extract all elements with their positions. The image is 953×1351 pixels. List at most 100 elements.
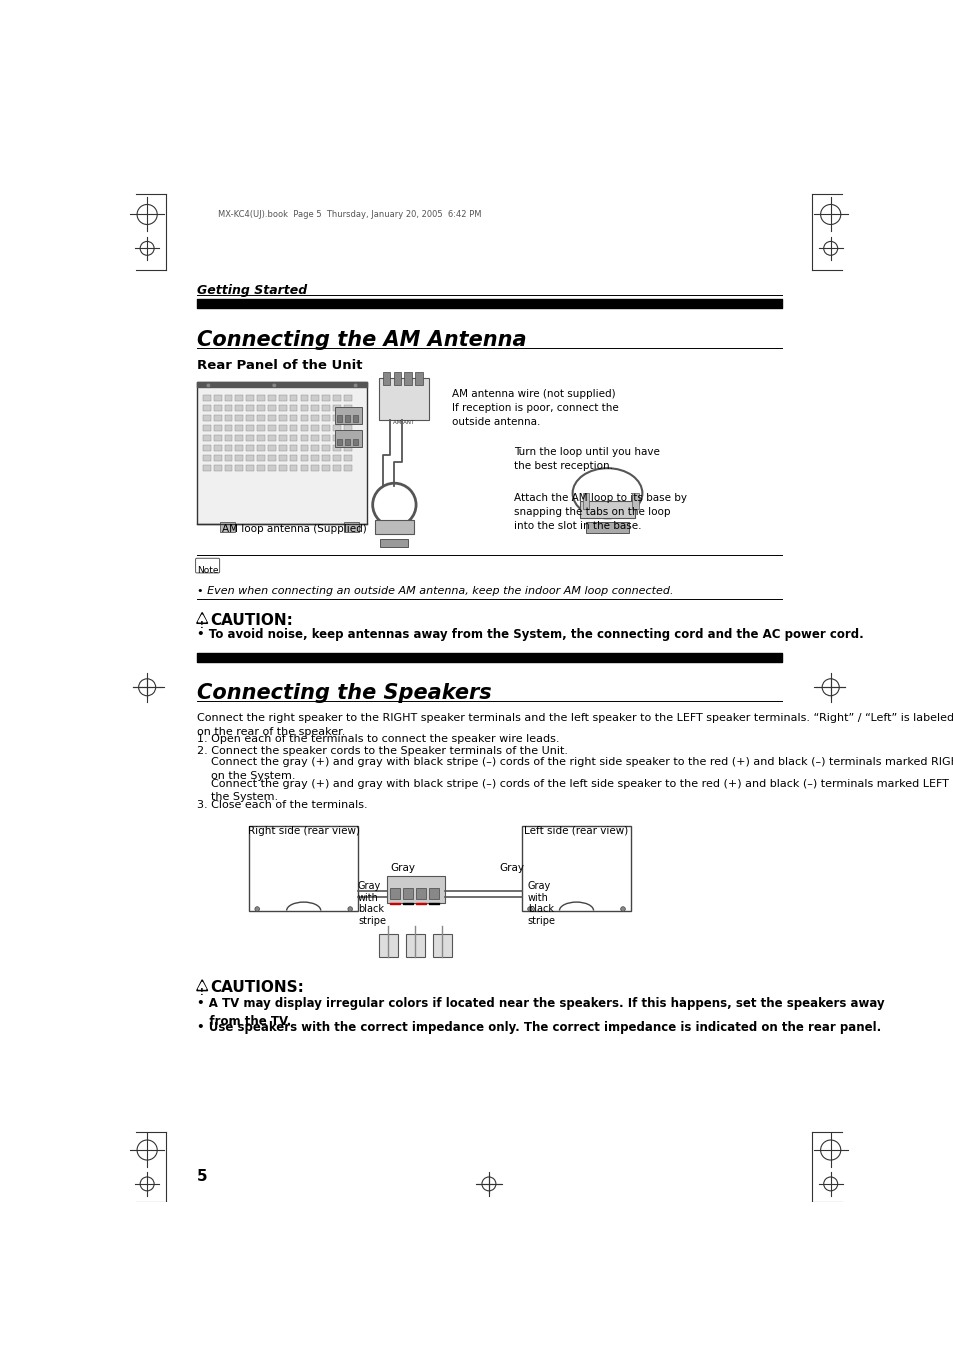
Circle shape <box>272 384 276 388</box>
Bar <box>300 424 308 431</box>
Bar <box>382 372 390 385</box>
Text: Connecting the Speakers: Connecting the Speakers <box>196 682 491 703</box>
Bar <box>268 424 275 431</box>
Bar <box>203 424 211 431</box>
Bar <box>378 934 397 957</box>
Bar <box>322 424 330 431</box>
Text: Turn the loop until you have
the best reception.: Turn the loop until you have the best re… <box>514 447 659 471</box>
Circle shape <box>254 907 259 912</box>
Bar <box>300 394 308 401</box>
Bar <box>344 523 359 532</box>
Bar <box>213 435 221 440</box>
Bar <box>246 465 253 471</box>
Bar <box>268 405 275 411</box>
Bar <box>344 465 352 471</box>
Bar <box>203 394 211 401</box>
Bar <box>311 455 319 461</box>
Bar <box>224 405 233 411</box>
Bar <box>290 405 297 411</box>
Bar <box>290 415 297 422</box>
Bar <box>235 405 243 411</box>
Bar <box>402 888 413 898</box>
Bar <box>278 415 286 422</box>
Bar <box>203 455 211 461</box>
Text: Right side (rear view): Right side (rear view) <box>248 825 359 836</box>
Bar <box>257 394 265 401</box>
Bar <box>203 415 211 422</box>
Bar <box>333 415 340 422</box>
Bar <box>336 416 342 422</box>
Text: Getting Started: Getting Started <box>196 284 307 297</box>
Bar <box>224 394 233 401</box>
Bar <box>278 394 286 401</box>
Bar <box>380 539 408 547</box>
Bar <box>394 372 401 385</box>
Text: AM ANT: AM ANT <box>393 420 414 426</box>
Bar <box>246 455 253 461</box>
Bar <box>300 455 308 461</box>
Bar <box>322 435 330 440</box>
Bar <box>278 455 286 461</box>
Text: 3. Close each of the terminals.: 3. Close each of the terminals. <box>196 800 367 811</box>
Text: • A TV may display irregular colors if located near the speakers. If this happen: • A TV may display irregular colors if l… <box>196 997 883 1028</box>
Bar <box>300 444 308 451</box>
Bar <box>224 435 233 440</box>
Circle shape <box>620 907 624 912</box>
Bar <box>203 405 211 411</box>
Bar <box>213 444 221 451</box>
Bar <box>257 435 265 440</box>
Text: Gray: Gray <box>390 863 416 873</box>
Bar <box>257 444 265 451</box>
Bar <box>278 424 286 431</box>
Bar <box>311 424 319 431</box>
Bar <box>213 455 221 461</box>
Bar <box>268 394 275 401</box>
Bar <box>213 424 221 431</box>
Polygon shape <box>196 612 208 623</box>
Text: Note: Note <box>196 566 218 574</box>
Circle shape <box>527 907 532 912</box>
Bar <box>311 415 319 422</box>
Bar <box>290 455 297 461</box>
Text: 2. Connect the speaker cords to the Speaker terminals of the Unit.: 2. Connect the speaker cords to the Spea… <box>196 746 567 755</box>
Bar <box>311 444 319 451</box>
Text: CAUTION:: CAUTION: <box>211 612 294 628</box>
Text: • Use speakers with the correct impedance only. The correct impedance is indicat: • Use speakers with the correct impedanc… <box>196 1021 880 1035</box>
Text: 1. Open each of the terminals to connect the speaker wire leads.: 1. Open each of the terminals to connect… <box>196 734 558 744</box>
Text: 5: 5 <box>196 1169 207 1185</box>
Bar <box>353 416 357 422</box>
Text: Connect the gray (+) and gray with black stripe (–) cords of the right side spea: Connect the gray (+) and gray with black… <box>196 758 953 781</box>
Text: !: ! <box>200 621 204 630</box>
Bar <box>344 394 352 401</box>
Text: Connect the gray (+) and gray with black stripe (–) cords of the left side speak: Connect the gray (+) and gray with black… <box>196 780 953 802</box>
Bar <box>224 424 233 431</box>
Text: • Even when connecting an outside AM antenna, keep the indoor AM loop connected.: • Even when connecting an outside AM ant… <box>196 585 673 596</box>
Bar <box>278 465 286 471</box>
Bar <box>246 394 253 401</box>
Bar <box>257 455 265 461</box>
Text: Left side (rear view): Left side (rear view) <box>524 825 628 836</box>
Bar <box>290 444 297 451</box>
Text: AM loop antenna (Supplied): AM loop antenna (Supplied) <box>222 524 367 534</box>
Text: AM antenna wire (not supplied)
If reception is poor, connect the
outside antenna: AM antenna wire (not supplied) If recept… <box>452 389 618 427</box>
Polygon shape <box>198 615 206 621</box>
Bar <box>322 455 330 461</box>
Bar <box>404 372 412 385</box>
Bar <box>235 424 243 431</box>
Bar <box>333 424 340 431</box>
Bar <box>429 888 439 898</box>
Bar <box>249 825 357 911</box>
Bar <box>203 435 211 440</box>
Circle shape <box>206 384 211 388</box>
Bar <box>300 465 308 471</box>
Bar <box>235 465 243 471</box>
Bar <box>311 394 319 401</box>
Bar <box>257 405 265 411</box>
Bar <box>344 424 352 431</box>
Bar <box>278 444 286 451</box>
Bar <box>246 415 253 422</box>
Bar <box>416 888 426 898</box>
Text: Rear Panel of the Unit: Rear Panel of the Unit <box>196 359 362 373</box>
Bar <box>344 415 352 422</box>
Bar <box>290 435 297 440</box>
